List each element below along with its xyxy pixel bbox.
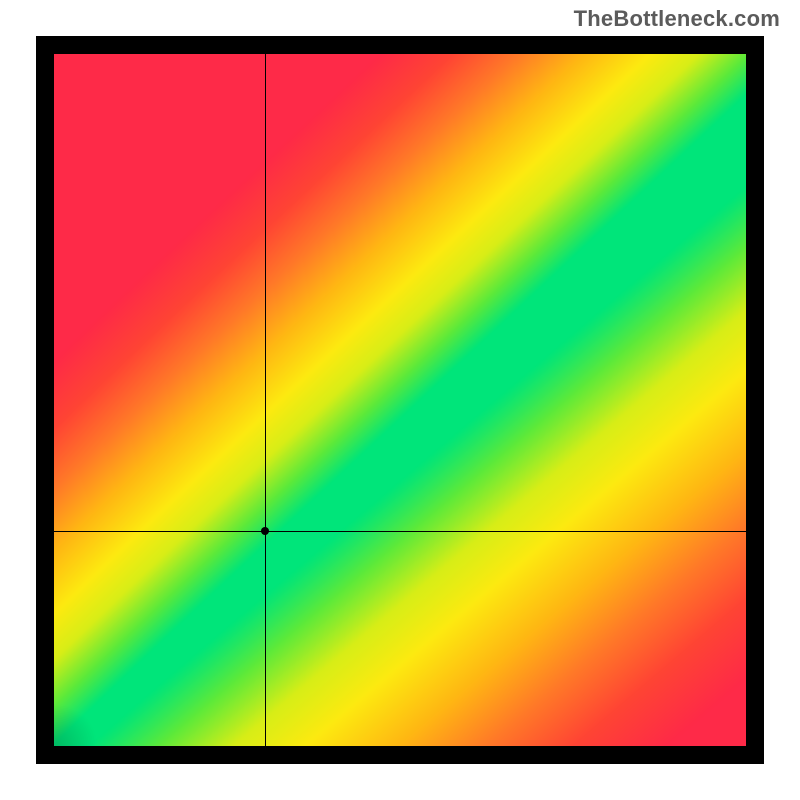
watermark-text: TheBottleneck.com — [574, 6, 780, 32]
root-container: TheBottleneck.com — [0, 0, 800, 800]
chart-outer-frame — [36, 36, 764, 764]
marker-dot — [261, 527, 269, 535]
heatmap-canvas — [54, 54, 746, 746]
crosshair-vertical — [265, 54, 266, 746]
crosshair-horizontal — [54, 531, 746, 532]
plot-area — [54, 54, 746, 746]
